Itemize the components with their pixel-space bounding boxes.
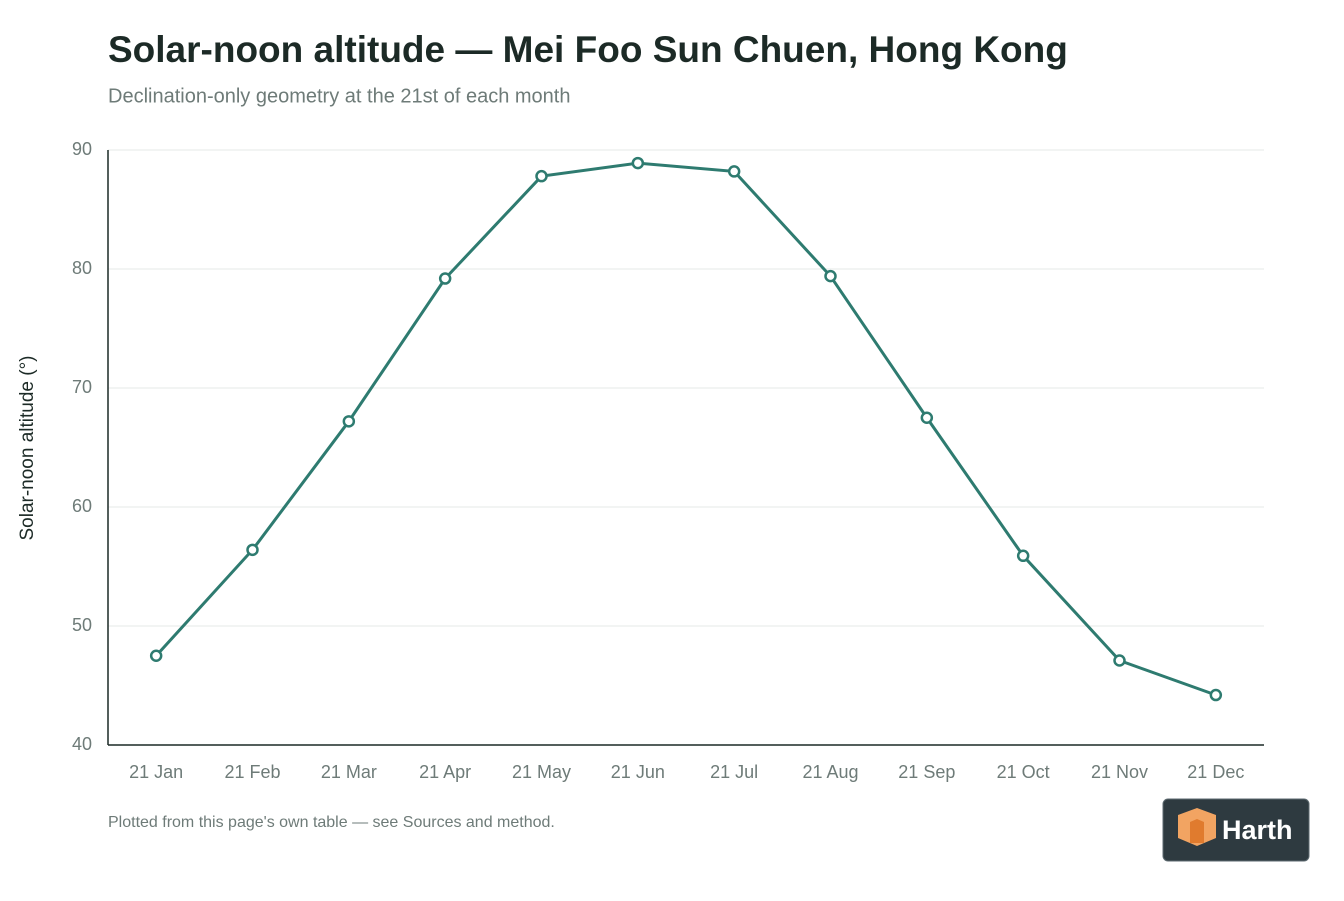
point bbox=[727, 165, 741, 178]
y-tick-label: 90 bbox=[72, 139, 92, 159]
point bbox=[920, 411, 934, 424]
x-tick-label: 21 May bbox=[512, 762, 571, 782]
chart-subtitle: Declination-only geometry at the 21st of… bbox=[108, 85, 570, 107]
point bbox=[342, 415, 356, 428]
x-tick-label: 21 Nov bbox=[1091, 762, 1148, 782]
y-tick-label: 70 bbox=[72, 377, 92, 397]
point bbox=[824, 269, 837, 283]
point bbox=[1016, 549, 1030, 563]
x-tick-label: 21 Dec bbox=[1187, 762, 1244, 782]
x-tick-label: 21 Oct bbox=[997, 762, 1050, 782]
x-tick-label: 21 Feb bbox=[224, 762, 280, 782]
y-axis-label: Solar-noon altitude (°) bbox=[17, 355, 38, 540]
y-tick-label: 60 bbox=[72, 496, 92, 516]
x-tick-label: 21 Jan bbox=[129, 762, 183, 782]
x-tick-label: 21 Sep bbox=[898, 762, 955, 782]
footnote: Plotted from this page's own table — see… bbox=[108, 814, 555, 831]
point bbox=[535, 169, 548, 183]
x-tick-label: 21 Jul bbox=[710, 762, 758, 782]
brand-badge[interactable]: Harth bbox=[1162, 798, 1310, 862]
x-tick-label: 21 Aug bbox=[802, 762, 858, 782]
chart-title: Solar-noon altitude — Mei Foo Sun Chuen,… bbox=[108, 29, 1068, 70]
y-tick-label: 50 bbox=[72, 615, 92, 635]
x-tick-label: 21 Jun bbox=[611, 762, 665, 782]
line bbox=[155, 161, 1217, 697]
point bbox=[149, 649, 163, 662]
x-tick-label: 21 Apr bbox=[419, 762, 471, 782]
point bbox=[1209, 688, 1223, 702]
y-tick-label: 40 bbox=[72, 734, 92, 754]
brand-name: Harth bbox=[1222, 815, 1293, 845]
point bbox=[631, 156, 645, 170]
point bbox=[1113, 654, 1126, 667]
y-tick-label: 80 bbox=[72, 258, 92, 278]
point bbox=[246, 543, 259, 557]
x-tick-label: 21 Mar bbox=[321, 762, 377, 782]
brand-icon-part bbox=[1190, 819, 1204, 843]
point bbox=[438, 272, 452, 285]
